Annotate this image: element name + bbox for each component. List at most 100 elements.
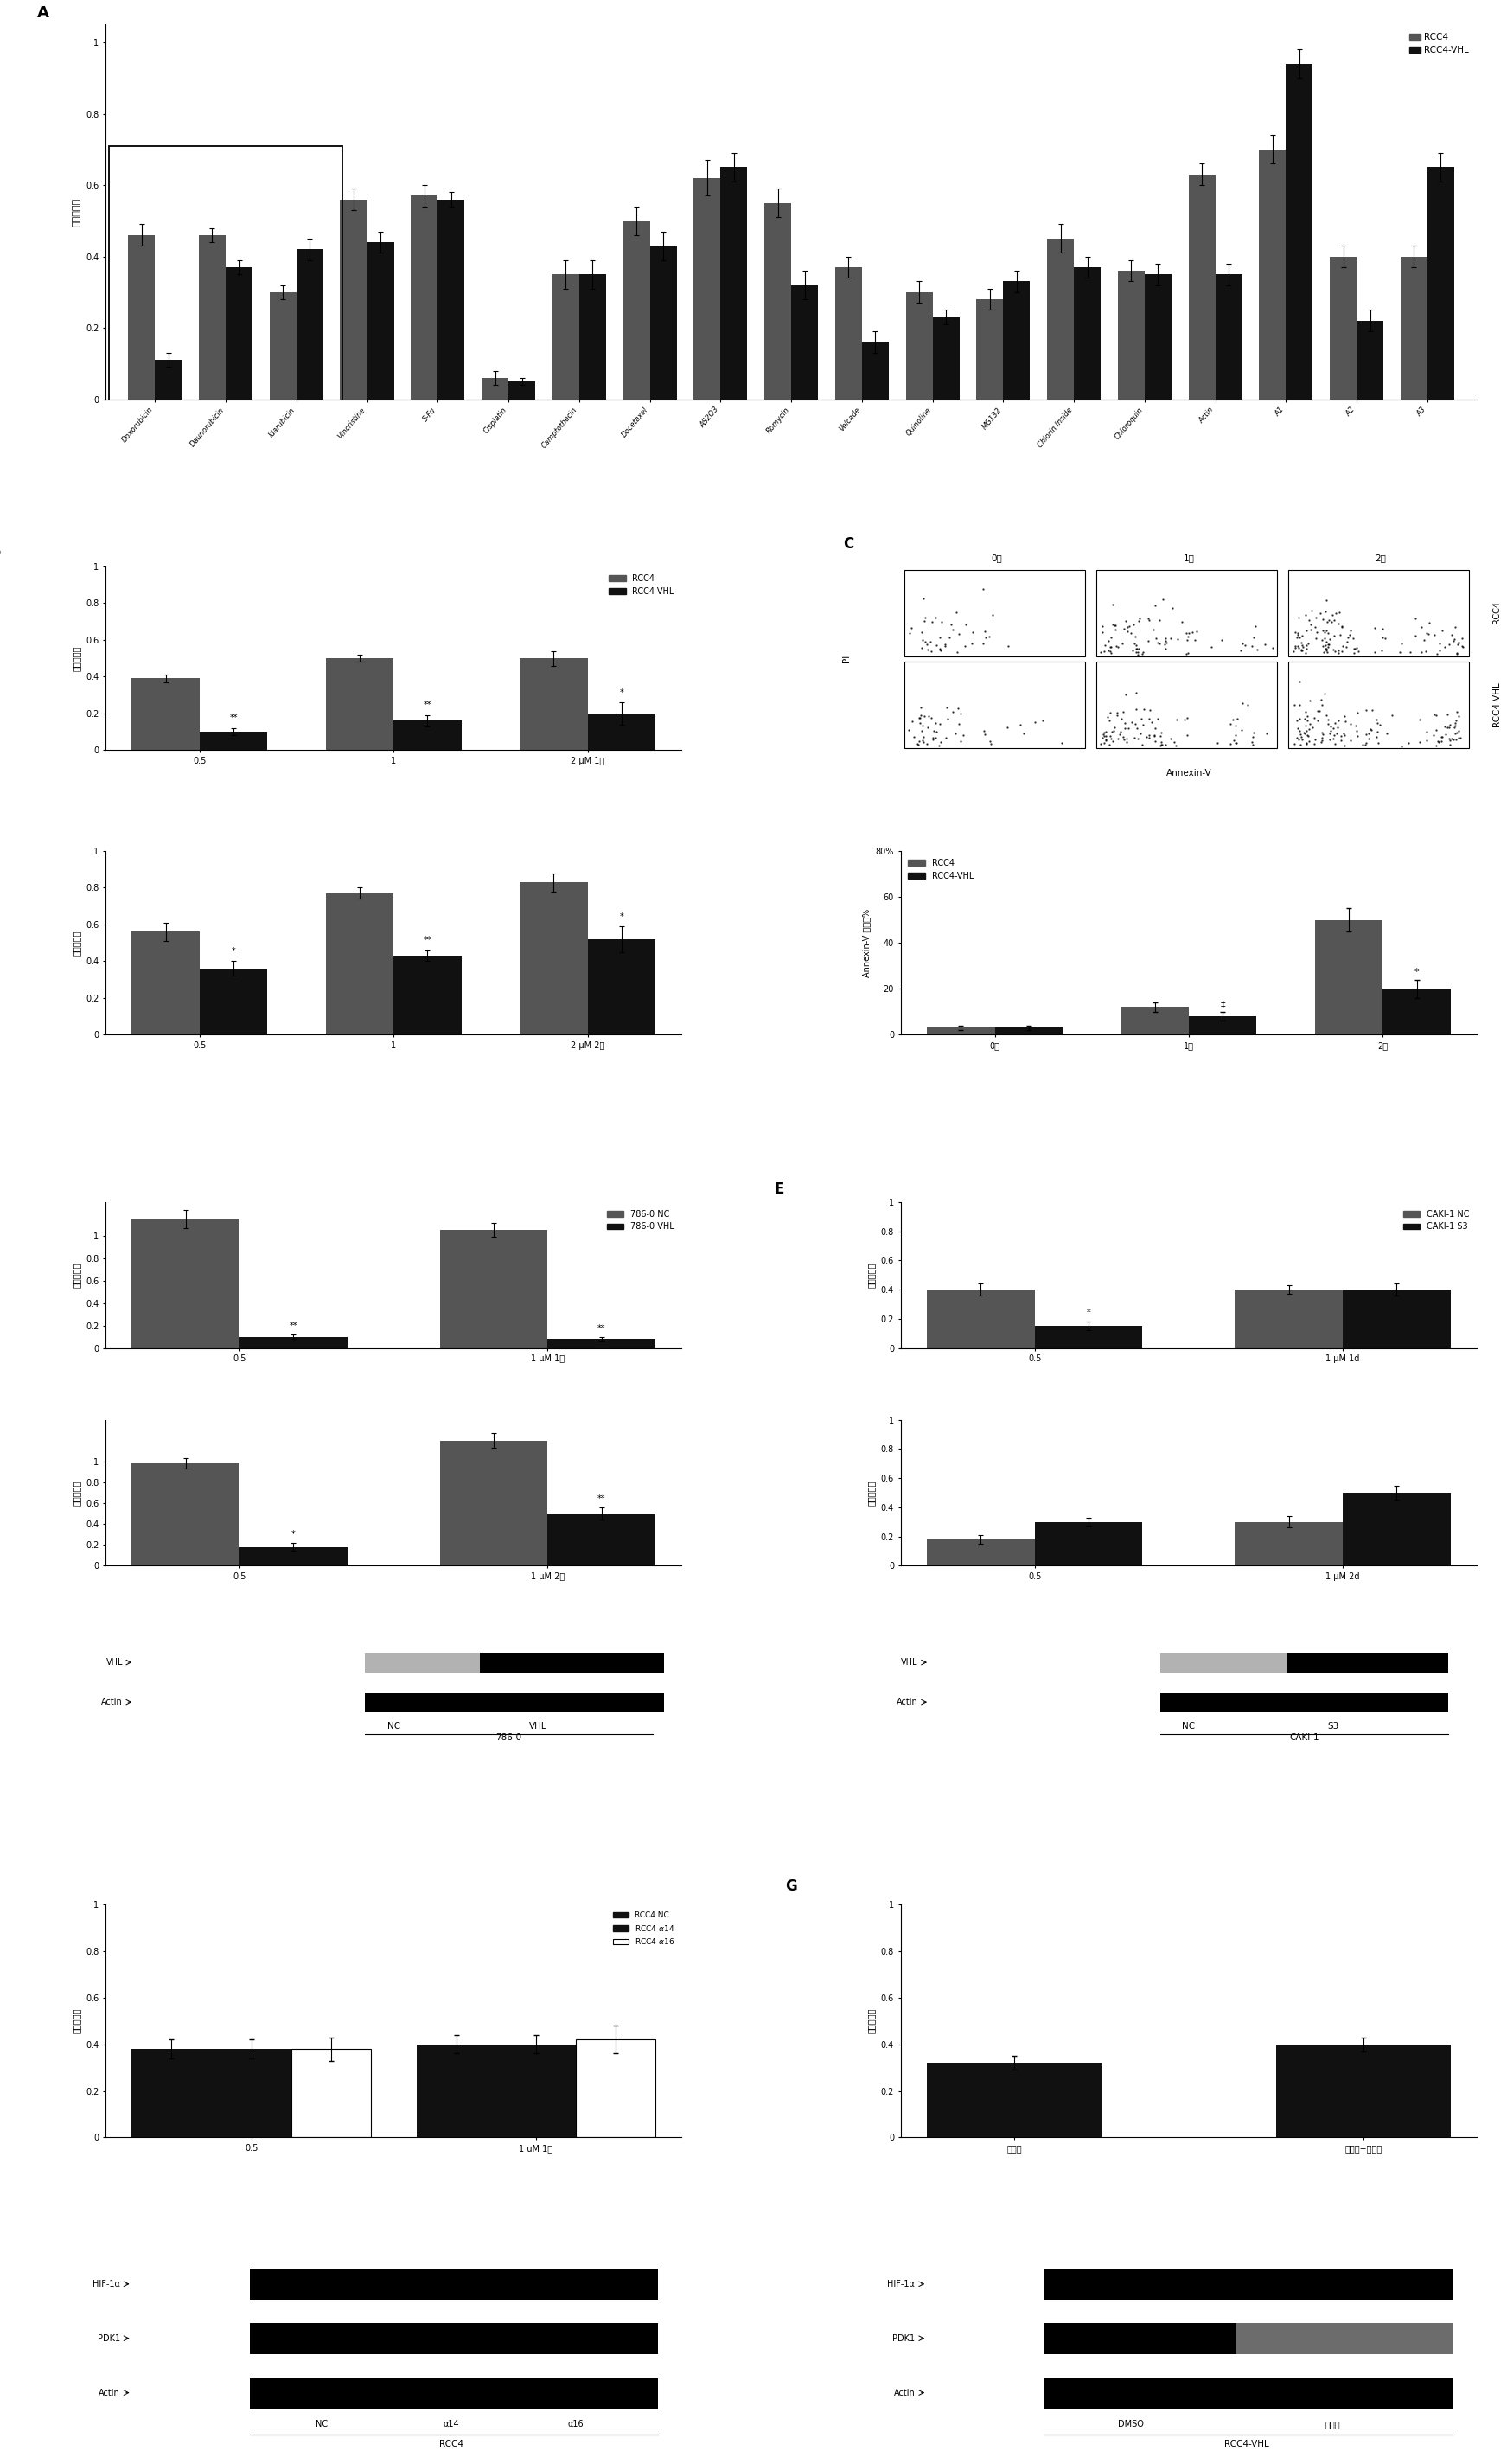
Text: RCC4: RCC4 — [1492, 601, 1501, 623]
Point — [1096, 631, 1120, 670]
Bar — [1160, 1653, 1448, 1673]
Point — [1285, 618, 1310, 658]
Point — [946, 614, 971, 653]
Point — [1153, 618, 1177, 658]
Point — [1353, 715, 1377, 754]
Point — [1313, 673, 1337, 712]
Point — [1284, 626, 1308, 665]
Point — [1403, 616, 1427, 655]
Point — [1364, 700, 1388, 739]
Point — [900, 702, 924, 742]
Point — [1230, 623, 1254, 663]
Point — [1322, 719, 1346, 759]
Point — [1254, 623, 1278, 663]
Point — [1130, 700, 1154, 739]
Bar — [399, 1653, 665, 1673]
Point — [1302, 719, 1326, 759]
Point — [912, 601, 936, 641]
Point — [1313, 628, 1337, 668]
Text: *: * — [291, 1530, 295, 1538]
Legend: RCC4 NC, RCC4 $\alpha$14, RCC4 $\alpha$16: RCC4 NC, RCC4 $\alpha$14, RCC4 $\alpha$1… — [610, 1907, 678, 1949]
Point — [1438, 707, 1462, 747]
Text: *: * — [1414, 968, 1420, 976]
Point — [907, 722, 931, 761]
Point — [1210, 621, 1234, 660]
Point — [924, 717, 948, 756]
Point — [1142, 586, 1166, 626]
Point — [1126, 628, 1150, 668]
Text: PDK1: PDK1 — [98, 2333, 121, 2343]
Point — [1127, 599, 1151, 638]
Point — [1325, 715, 1349, 754]
Point — [1288, 663, 1313, 702]
Bar — [1400, 256, 1427, 399]
Point — [1367, 722, 1391, 761]
Point — [903, 717, 927, 756]
Point — [1115, 722, 1139, 761]
Text: S3: S3 — [1328, 1722, 1338, 1730]
Point — [1230, 683, 1254, 722]
Point — [1325, 707, 1349, 747]
Point — [1117, 606, 1141, 646]
Point — [1102, 606, 1126, 646]
Bar — [155, 360, 182, 399]
Bar — [1044, 2378, 1453, 2407]
Point — [1108, 715, 1132, 754]
Point — [1163, 724, 1188, 764]
Point — [943, 594, 967, 633]
Bar — [341, 200, 368, 399]
Y-axis label: 生长抑制率: 生长抑制率 — [868, 1481, 876, 1506]
Y-axis label: 生长抑制率: 生长抑制率 — [72, 929, 81, 956]
Bar — [199, 234, 226, 399]
Point — [1450, 618, 1474, 658]
Point — [1112, 609, 1136, 648]
Text: Actin: Actin — [101, 1698, 122, 1708]
Point — [960, 614, 984, 653]
Point — [1109, 712, 1133, 752]
Bar — [297, 249, 322, 399]
Text: **: ** — [289, 1321, 297, 1331]
Point — [1142, 717, 1166, 756]
Text: NC: NC — [387, 1722, 401, 1730]
Point — [1356, 719, 1380, 759]
Point — [1031, 702, 1055, 742]
Point — [1290, 631, 1314, 670]
Bar — [131, 1464, 240, 1565]
Point — [1165, 700, 1189, 739]
Point — [1316, 626, 1340, 665]
Point — [948, 695, 972, 734]
Point — [1103, 609, 1127, 648]
Bar — [440, 1230, 547, 1348]
Point — [1153, 724, 1177, 764]
Bar — [927, 1027, 995, 1035]
Point — [948, 722, 972, 761]
Text: HIF-1α: HIF-1α — [92, 2279, 121, 2289]
Point — [1120, 614, 1144, 653]
Point — [1136, 601, 1160, 641]
Bar — [552, 274, 579, 399]
Point — [909, 695, 933, 734]
Bar — [482, 377, 508, 399]
Point — [1308, 594, 1332, 633]
Point — [1295, 692, 1319, 732]
Point — [1124, 673, 1148, 712]
Point — [1126, 719, 1150, 759]
Point — [1126, 601, 1150, 641]
Text: 786-0: 786-0 — [496, 1732, 521, 1742]
Point — [1311, 599, 1335, 638]
Point — [1334, 628, 1358, 668]
Bar — [1097, 569, 1276, 655]
Point — [1442, 705, 1466, 744]
Bar — [1121, 1008, 1189, 1035]
Point — [1314, 621, 1338, 660]
Bar — [1343, 1493, 1451, 1565]
Point — [1112, 719, 1136, 759]
Bar — [906, 293, 933, 399]
Point — [1138, 690, 1162, 729]
Point — [1132, 705, 1156, 744]
Bar — [508, 382, 535, 399]
Point — [1103, 606, 1127, 646]
Bar — [1215, 274, 1242, 399]
Point — [924, 626, 948, 665]
Point — [916, 697, 940, 737]
